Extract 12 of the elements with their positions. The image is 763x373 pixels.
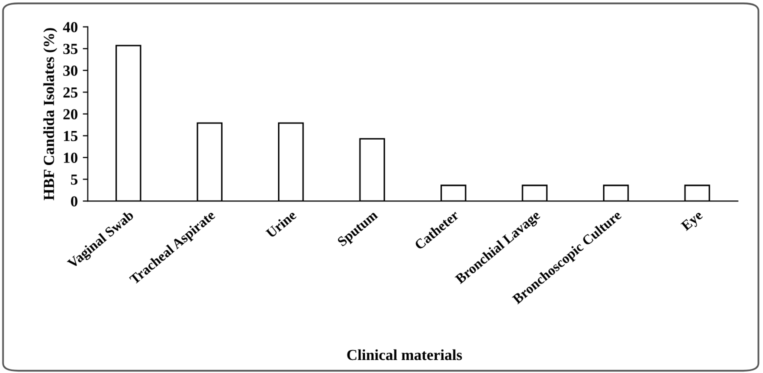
y-tick-label: 10 (64, 152, 78, 163)
y-tick-label: 0 (70, 196, 78, 206)
y-tick-label: 40 (62, 22, 78, 32)
x-axis-title: Clinical materials (347, 349, 462, 360)
y-tick-label: 20 (63, 109, 78, 120)
x-tick-label: Eye (680, 210, 706, 234)
y-tick-label: 5 (70, 174, 78, 185)
y-tick-label: 25 (63, 87, 78, 98)
y-tick-label: 30 (63, 66, 78, 76)
y-axis-title: HBF Candida Isolates (%) (43, 28, 58, 200)
y-tick-label: 35 (63, 44, 78, 54)
y-tick-label: 15 (64, 130, 78, 142)
